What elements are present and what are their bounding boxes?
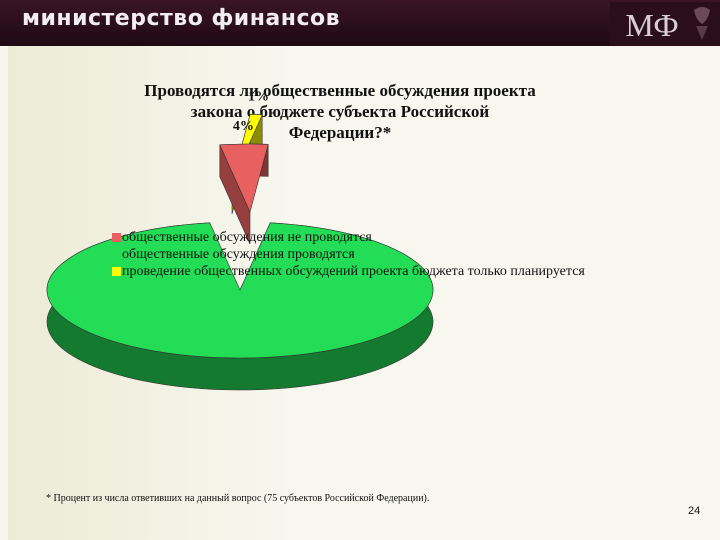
page-number: 24: [688, 505, 701, 517]
legend-item: общественные обсуждения не проводятся: [112, 229, 585, 246]
header-bar: министерство финансов МФ: [0, 0, 720, 46]
pie-slice: [46, 222, 434, 359]
legend-item: проведение общественных обсуждений проек…: [112, 263, 585, 280]
chart-title: Проводятся ли общественные обсуждения пр…: [144, 81, 536, 142]
ministry-name: министерство финансов: [22, 6, 341, 31]
legend-label: общественные обсуждения проводятся: [122, 247, 355, 262]
legend-swatch: [112, 233, 121, 242]
legend-label: общественные обсуждения не проводятся: [122, 230, 372, 245]
slice-value-label: 4%: [233, 119, 254, 134]
pie-slice: [219, 143, 269, 213]
chart-legend: общественные обсуждения не проводятся об…: [112, 229, 585, 280]
emblem-letters: МФ: [625, 7, 678, 43]
legend-swatch: [112, 250, 121, 259]
legend-item: общественные обсуждения проводятся: [112, 246, 585, 263]
slice-value-label: 1%: [248, 90, 269, 105]
legend-label: проведение общественных обсуждений проек…: [122, 264, 585, 279]
ministry-emblem-icon: МФ: [610, 2, 720, 46]
footnote: * Процент из числа ответивших на данный …: [46, 493, 430, 504]
legend-swatch: [112, 267, 121, 276]
